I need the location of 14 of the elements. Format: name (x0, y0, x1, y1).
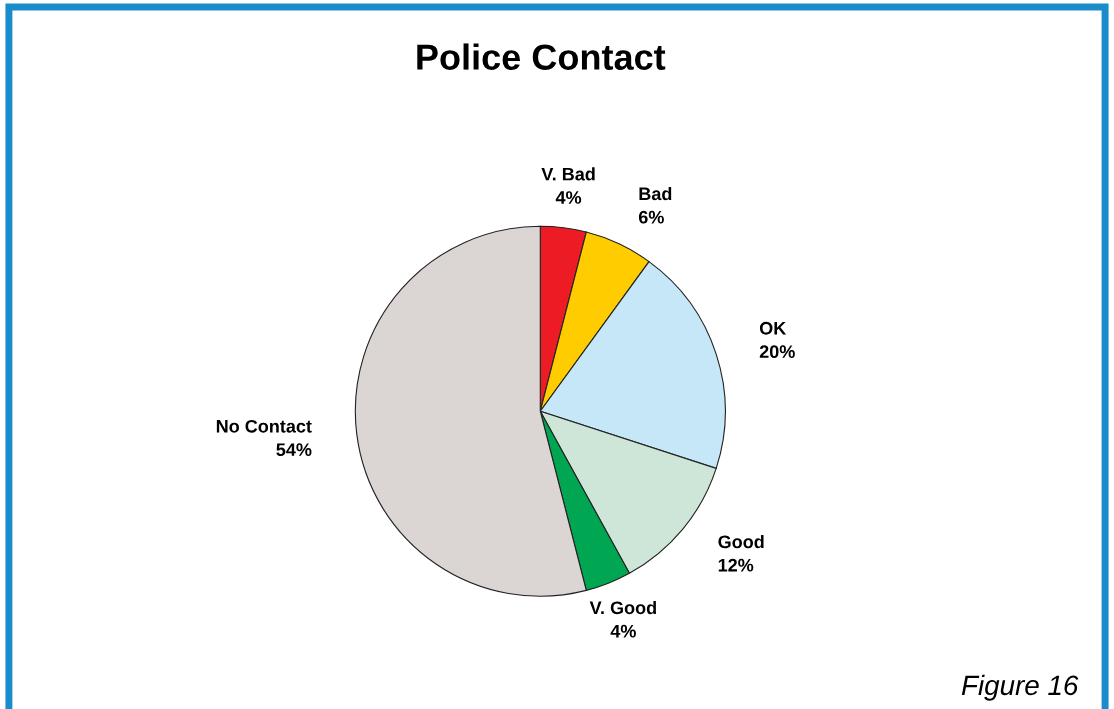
slice-label: No Contact (216, 419, 312, 433)
data-label: 20% (759, 345, 795, 359)
slice-label: Bad (639, 186, 672, 201)
data-label: 54% (276, 443, 312, 457)
slice-label: OK (759, 321, 787, 335)
slice-label: V. Good (589, 600, 656, 615)
data-label: 4% (610, 624, 636, 638)
slice-label: V. Bad (541, 167, 595, 181)
data-label: 6% (638, 210, 664, 224)
slice-label: Good (718, 534, 764, 549)
caption: Figure 16 (961, 674, 1079, 701)
data-label: 4% (555, 191, 582, 204)
chart-title: Police Contact (417, 43, 666, 70)
data-label: 12% (718, 558, 754, 572)
